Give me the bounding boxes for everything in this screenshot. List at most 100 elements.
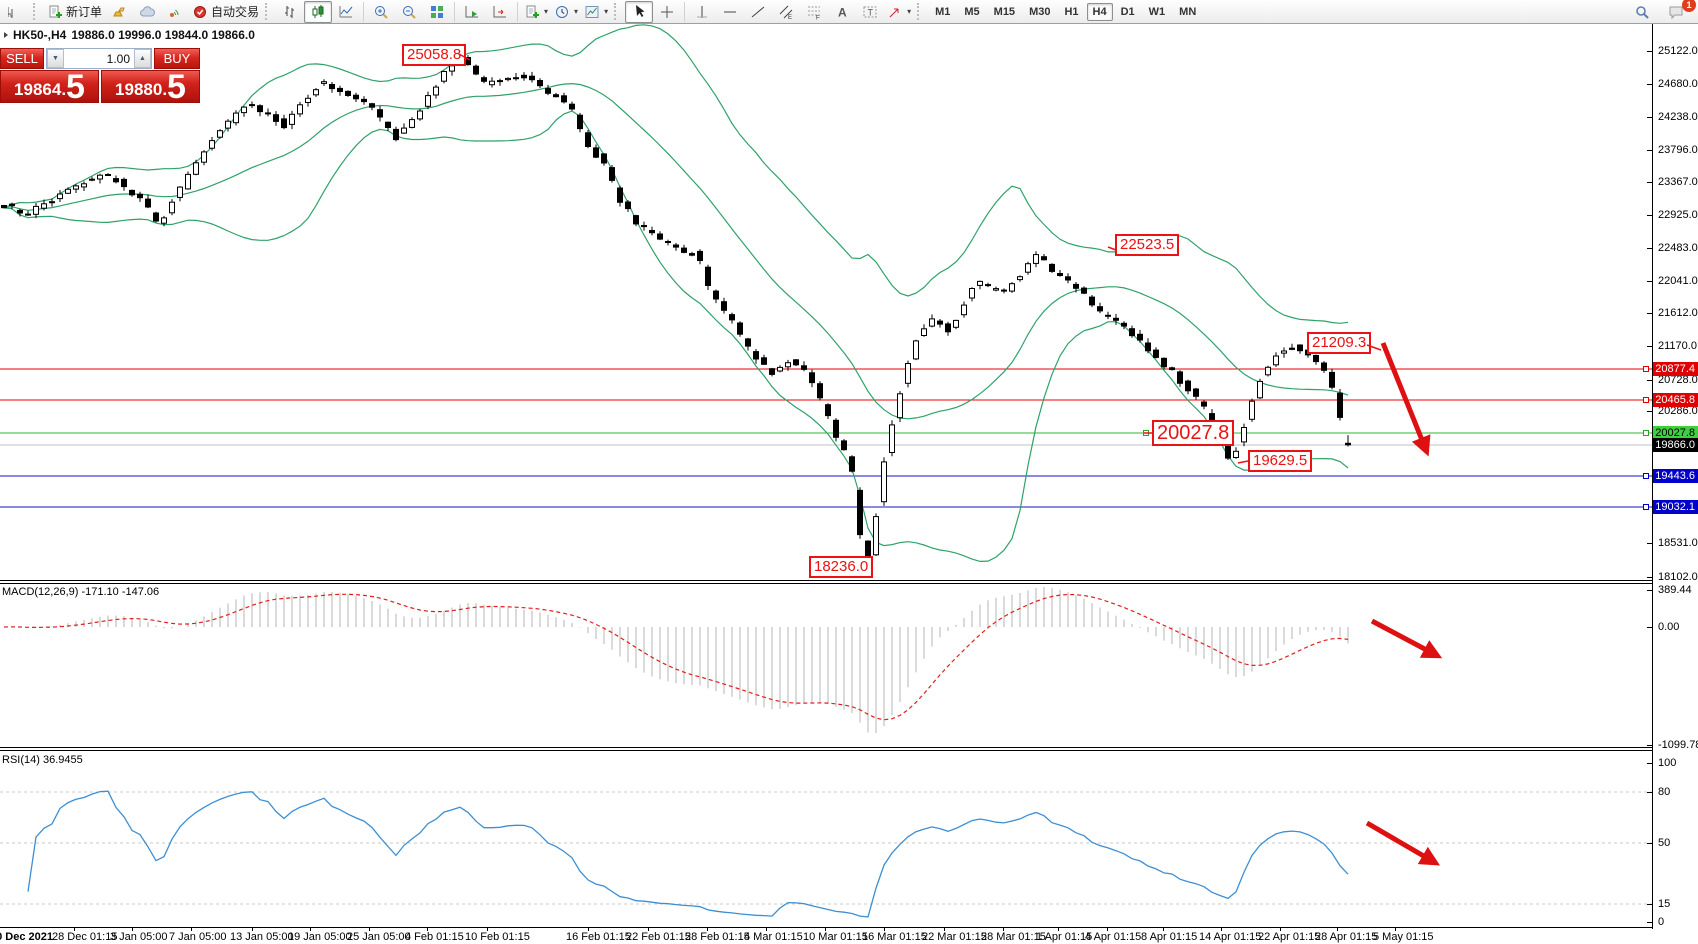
rsi-panel[interactable] xyxy=(0,750,1652,927)
price-tick-mark xyxy=(1647,380,1652,381)
trendline-button[interactable] xyxy=(744,1,772,23)
time-axis-label: 1 Apr 01:15 xyxy=(1036,931,1093,943)
time-tick-mark xyxy=(1395,928,1396,931)
symbol-marker-icon xyxy=(4,32,8,38)
buy-button[interactable]: BUY xyxy=(154,48,200,69)
main-chart[interactable] xyxy=(0,24,1652,581)
bar-chart-button[interactable] xyxy=(276,1,304,23)
price-annotation-label[interactable]: 19629.5 xyxy=(1248,450,1313,472)
cursor-button[interactable] xyxy=(625,0,654,23)
timeframe-m1-button[interactable]: M1 xyxy=(935,5,951,18)
bar-chart-icon xyxy=(285,5,295,18)
vertical-line-icon xyxy=(697,5,708,18)
signals-button[interactable] xyxy=(161,1,189,23)
gold-icon xyxy=(113,7,125,16)
tile-windows-icon xyxy=(431,5,444,18)
time-tick-mark xyxy=(944,928,945,931)
panel-divider xyxy=(0,747,1653,748)
vertical-line-button[interactable] xyxy=(688,1,716,23)
price-badge-green: 20027.8 xyxy=(1653,426,1698,440)
panel-divider xyxy=(0,580,1653,581)
price-tick-label: 24680.0 xyxy=(1658,78,1698,90)
text-button[interactable]: A xyxy=(828,1,856,23)
search-button[interactable] xyxy=(1628,1,1656,23)
line-anchor-handle[interactable] xyxy=(1643,504,1649,510)
indicators-button[interactable]: ▾ xyxy=(521,1,551,23)
price-annotation-label[interactable]: 22523.5 xyxy=(1115,234,1180,256)
cursor-icon xyxy=(636,4,645,17)
chart-shift-icon xyxy=(493,5,507,17)
timeframe-h4-button[interactable]: H4 xyxy=(1086,2,1113,21)
indicator-tick-mark xyxy=(1647,904,1652,905)
chevron-down-icon: ▾ xyxy=(574,7,579,16)
templates-button[interactable]: ▾ xyxy=(581,1,611,23)
timeframe-h1-button[interactable]: H1 xyxy=(1064,5,1079,18)
arrows-button[interactable]: ▾ xyxy=(884,1,914,23)
time-tick-mark xyxy=(310,928,311,931)
time-axis-label: 19 Jan 05:00 xyxy=(288,931,352,943)
toolbar-grip xyxy=(265,3,273,20)
price-tick-mark xyxy=(1647,182,1652,183)
toolbar-grip xyxy=(917,3,925,20)
horizontal-line-button[interactable] xyxy=(716,1,744,23)
crosshair-button[interactable] xyxy=(653,1,681,23)
indicator-tick-mark xyxy=(1647,843,1652,844)
tile-windows-button[interactable] xyxy=(423,1,451,23)
fibonacci-button[interactable]: F xyxy=(800,1,828,23)
periods-button[interactable]: ▾ xyxy=(551,1,581,23)
sell-price-main: 19864 xyxy=(14,80,62,99)
line-anchor-handle[interactable] xyxy=(1643,430,1649,436)
volume-down-button[interactable]: ▼ xyxy=(47,49,64,68)
price-tick-mark xyxy=(1647,84,1652,85)
price-tick-mark xyxy=(1647,411,1652,412)
timeframe-m30-button[interactable]: M30 xyxy=(1029,5,1051,18)
price-annotation-label[interactable]: 25058.8 xyxy=(402,44,467,66)
line-anchor-handle[interactable] xyxy=(1643,397,1649,403)
notifications-button[interactable]: 1 xyxy=(1662,0,1696,23)
autotrading-button[interactable]: 自动交易 xyxy=(189,1,262,23)
timeframe-d1-button[interactable]: D1 xyxy=(1120,5,1135,18)
auto-scroll-icon xyxy=(465,5,479,17)
gold-button[interactable] xyxy=(105,1,133,23)
line-chart-button[interactable] xyxy=(332,1,360,23)
svg-text:F: F xyxy=(816,15,820,20)
new-order-button[interactable]: 新订单 xyxy=(44,1,105,23)
candlestick-chart-button[interactable] xyxy=(304,0,333,23)
timeframe-m15-button[interactable]: M15 xyxy=(993,5,1016,18)
price-tick-label: 22925.0 xyxy=(1658,209,1698,221)
cloud-button[interactable] xyxy=(133,1,161,23)
text-label-button[interactable]: T xyxy=(856,1,884,23)
svg-text:E: E xyxy=(788,15,792,20)
price-tick-mark xyxy=(1647,150,1652,151)
time-axis-label: 28 Feb 01:15 xyxy=(685,931,750,943)
svg-text:T: T xyxy=(868,7,874,17)
price-tick-label: 23796.0 xyxy=(1658,144,1698,156)
price-annotation-label[interactable]: 21209.3 xyxy=(1307,332,1372,354)
chart-shift-button[interactable] xyxy=(486,1,514,23)
channel-button[interactable]: E xyxy=(772,1,800,23)
time-axis-label: 8 Apr 01:15 xyxy=(1141,931,1198,943)
line-anchor-handle[interactable] xyxy=(1143,430,1149,436)
price-badge-black: 19866.0 xyxy=(1653,438,1698,452)
zoom-out-button[interactable] xyxy=(395,1,423,23)
price-tick-mark xyxy=(1647,281,1652,282)
volume-input[interactable] xyxy=(64,49,134,68)
line-anchor-handle[interactable] xyxy=(1643,473,1649,479)
line-anchor-handle[interactable] xyxy=(1643,366,1649,372)
time-tick-mark xyxy=(648,928,649,931)
zoom-in-button[interactable] xyxy=(367,1,395,23)
time-axis-label: 7 Jan 05:00 xyxy=(169,931,227,943)
macd-panel[interactable] xyxy=(0,583,1652,747)
price-annotation-label[interactable]: 20027.8 xyxy=(1152,420,1235,446)
sell-price-display[interactable]: 19864 . 5 xyxy=(0,70,99,104)
buy-price-display[interactable]: 19880 . 5 xyxy=(101,70,200,104)
price-annotation-label[interactable]: 18236.0 xyxy=(809,556,874,578)
auto-scroll-button[interactable] xyxy=(458,1,486,23)
volume-up-button[interactable]: ▲ xyxy=(134,49,151,68)
time-axis-label: 3 Jan 05:00 xyxy=(110,931,168,943)
timeframe-m5-button[interactable]: M5 xyxy=(964,5,980,18)
timeframe-w1-button[interactable]: W1 xyxy=(1148,5,1166,18)
timeframe-mn-button[interactable]: MN xyxy=(1179,5,1197,18)
panel-divider xyxy=(0,750,1653,751)
sell-button[interactable]: SELL xyxy=(0,48,44,69)
